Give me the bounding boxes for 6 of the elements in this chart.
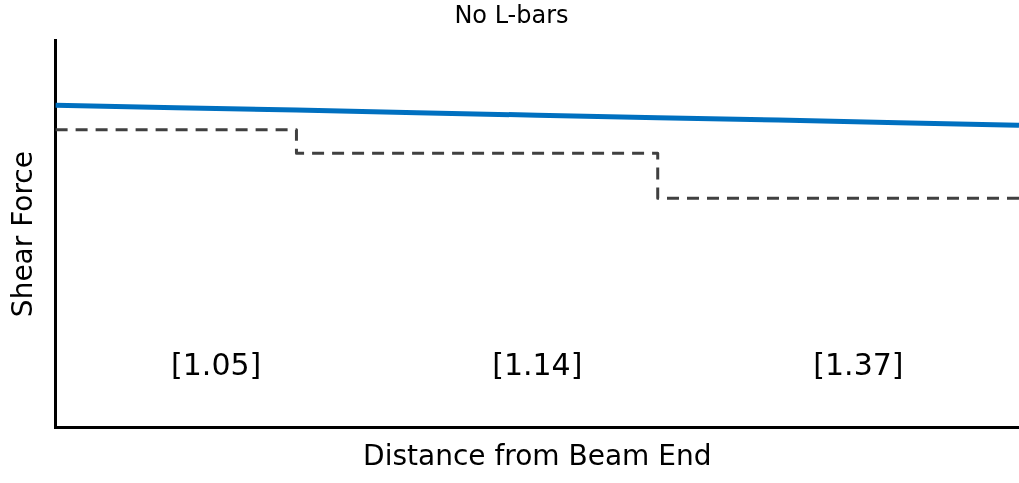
annotation: [1.14] (492, 347, 583, 383)
annotation: [1.05] (171, 347, 262, 383)
x-axis-title: Distance from Beam End (363, 439, 712, 473)
chart-title: No L-bars (454, 0, 569, 29)
y-axis-title: Shear Force (6, 151, 40, 318)
annotation: [1.37] (813, 347, 904, 383)
